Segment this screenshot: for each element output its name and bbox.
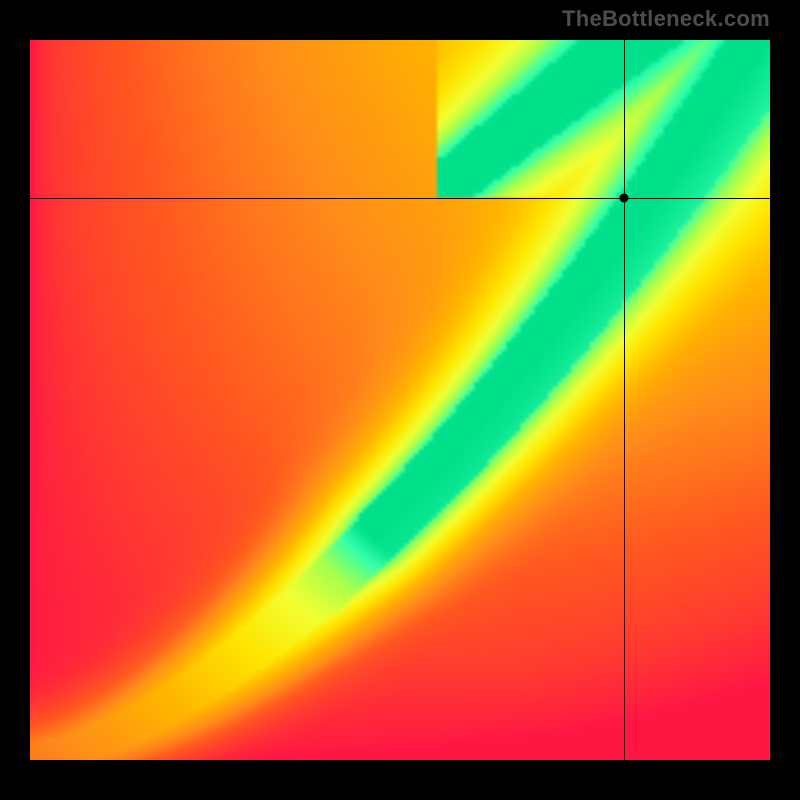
crosshair-vertical — [624, 40, 625, 760]
crosshair-marker — [620, 194, 629, 203]
bottleneck-heatmap — [30, 40, 770, 760]
watermark-text: TheBottleneck.com — [562, 6, 770, 32]
chart-container: TheBottleneck.com — [0, 0, 800, 800]
crosshair-horizontal — [30, 198, 770, 199]
